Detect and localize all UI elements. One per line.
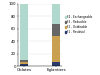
Legend: F4 - Exchangeable, F3 - Reducible, F2 - Oxidisable, F1 - Residual: F4 - Exchangeable, F3 - Reducible, F2 - … bbox=[64, 14, 93, 34]
Bar bbox=[20, 62, 28, 64]
Bar bbox=[20, 60, 28, 62]
Bar bbox=[20, 4, 28, 60]
Bar bbox=[52, 62, 60, 66]
Bar bbox=[52, 36, 60, 62]
Bar bbox=[20, 64, 28, 66]
Bar bbox=[52, 4, 60, 24]
Bar bbox=[52, 24, 60, 36]
